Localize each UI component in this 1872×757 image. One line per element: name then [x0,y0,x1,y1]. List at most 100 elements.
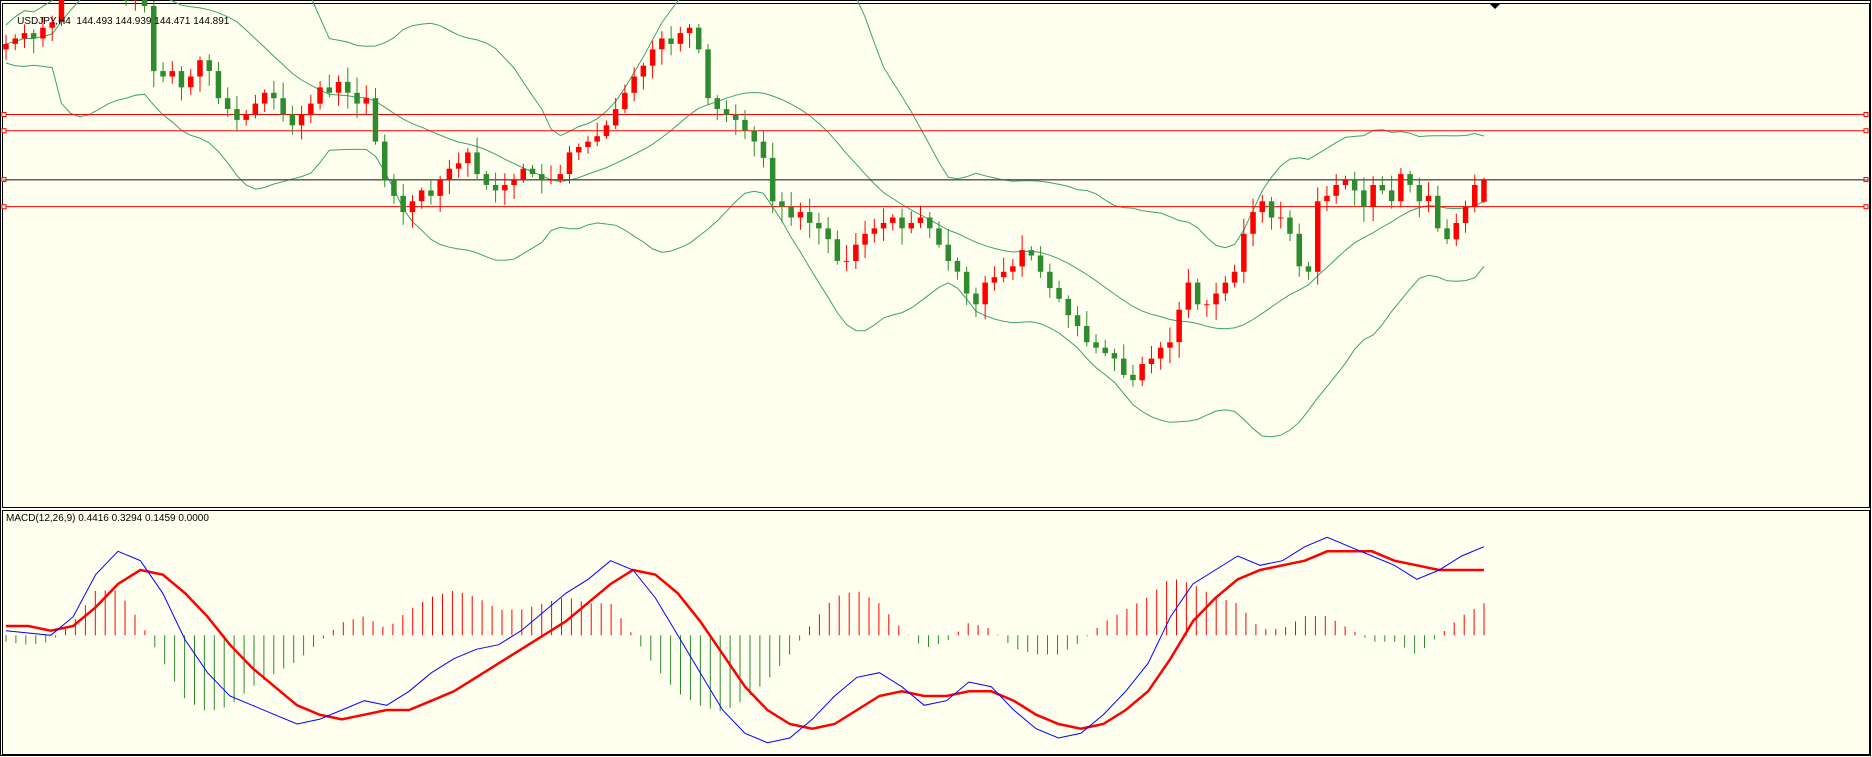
candle-body[interactable] [742,119,748,131]
candle-body[interactable] [1278,217,1284,219]
candle-body[interactable] [1250,212,1256,234]
candle-body[interactable] [21,33,28,39]
candle-body[interactable] [465,152,471,164]
candle-body[interactable] [862,233,868,245]
candle-body[interactable] [215,71,222,99]
candle-body[interactable] [945,244,952,261]
candle-body[interactable] [234,109,240,120]
candle-body[interactable] [723,109,730,115]
candle-body[interactable] [271,92,277,99]
level-anchor-handle[interactable] [1863,128,1869,134]
candle-body[interactable] [1416,185,1423,202]
candle-body[interactable] [1407,174,1413,185]
candle-body[interactable] [1361,190,1367,207]
candle-body[interactable] [160,71,166,77]
candle-body[interactable] [1453,223,1460,240]
candle-body[interactable] [317,87,323,104]
candle-body[interactable] [705,49,711,99]
candle-body[interactable] [437,179,443,196]
candle-body[interactable] [880,223,887,229]
candle-body[interactable] [1425,195,1432,202]
candle-body[interactable] [622,92,628,110]
candle-body[interactable] [354,92,360,104]
candle-body[interactable] [492,185,499,191]
candle-body[interactable] [991,277,998,283]
candle-body[interactable] [1084,326,1090,343]
candle-body[interactable] [1241,233,1247,272]
candle-body[interactable] [936,228,942,245]
candle-body[interactable] [520,168,527,180]
candle-body[interactable] [428,190,434,196]
candle-body[interactable] [1305,266,1312,272]
candle-body[interactable] [418,190,425,202]
candle-body[interactable] [58,0,65,23]
candle-body[interactable] [30,33,37,39]
candle-body[interactable] [751,130,758,142]
candle-body[interactable] [1157,347,1164,359]
candle-body[interactable] [363,98,370,104]
candle-body[interactable] [1259,201,1266,213]
candle-body[interactable] [1148,358,1155,364]
candle-body[interactable] [40,27,46,39]
candle-body[interactable] [797,212,804,218]
candle-body[interactable] [511,179,517,185]
candle-body[interactable] [335,81,342,93]
candle-body[interactable] [1121,358,1127,375]
candle-body[interactable] [1287,217,1293,234]
candle-body[interactable] [806,212,813,223]
candle-body[interactable] [1435,195,1441,229]
candle-body[interactable] [224,98,231,109]
candle-body[interactable] [1037,255,1044,272]
candle-body[interactable] [973,293,979,305]
candle-body[interactable] [141,0,148,6]
candle-body[interactable] [853,244,859,261]
candle-body[interactable] [640,65,647,77]
candle-body[interactable] [1185,282,1192,310]
candle-body[interactable] [1444,228,1450,240]
candle-body[interactable] [252,103,259,115]
candle-body[interactable] [400,195,406,213]
candle-body[interactable] [659,38,665,50]
candle-body[interactable] [1333,185,1339,196]
candle-body[interactable] [1194,282,1201,305]
candle-body[interactable] [382,141,388,180]
macd-panel[interactable] [2,510,1870,755]
main-price-panel[interactable] [2,3,1870,508]
chart-shift-marker[interactable] [1490,4,1500,9]
candle-body[interactable] [197,60,203,77]
candle-body[interactable] [1010,266,1016,272]
candle-body[interactable] [631,76,637,93]
candle-body[interactable] [345,81,351,93]
level-anchor-handle[interactable] [1,111,7,117]
candle-body[interactable] [243,114,249,120]
candle-body[interactable] [1139,364,1145,381]
candle-body[interactable] [594,136,600,142]
candle-body[interactable] [760,141,767,158]
candle-body[interactable] [1472,185,1478,207]
candle-body[interactable] [178,71,185,88]
candle-body[interactable] [1065,298,1072,316]
candle-body[interactable] [714,98,721,109]
candle-body[interactable] [151,6,157,72]
level-anchor-handle[interactable] [1,128,7,134]
candle-body[interactable] [1111,353,1118,359]
candle-body[interactable] [1028,250,1035,256]
candle-body[interactable] [308,103,314,115]
candle-body[interactable] [483,174,490,185]
candle-body[interactable] [954,260,961,272]
candle-body[interactable] [280,98,286,115]
candle-body[interactable] [169,71,176,77]
candle-body[interactable] [1056,288,1062,299]
candle-body[interactable] [1351,179,1358,191]
candle-body[interactable] [132,0,139,1]
candle-body[interactable] [1204,304,1210,306]
candle-body[interactable] [1176,309,1182,343]
level-anchor-handle[interactable] [1863,111,1869,117]
candle-body[interactable] [686,27,693,34]
candle-body[interactable] [326,87,333,93]
candle-body[interactable] [917,217,924,223]
candle-body[interactable] [289,114,296,126]
candle-body[interactable] [539,174,545,180]
candle-body[interactable] [890,217,896,223]
candle-body[interactable] [1481,180,1487,202]
